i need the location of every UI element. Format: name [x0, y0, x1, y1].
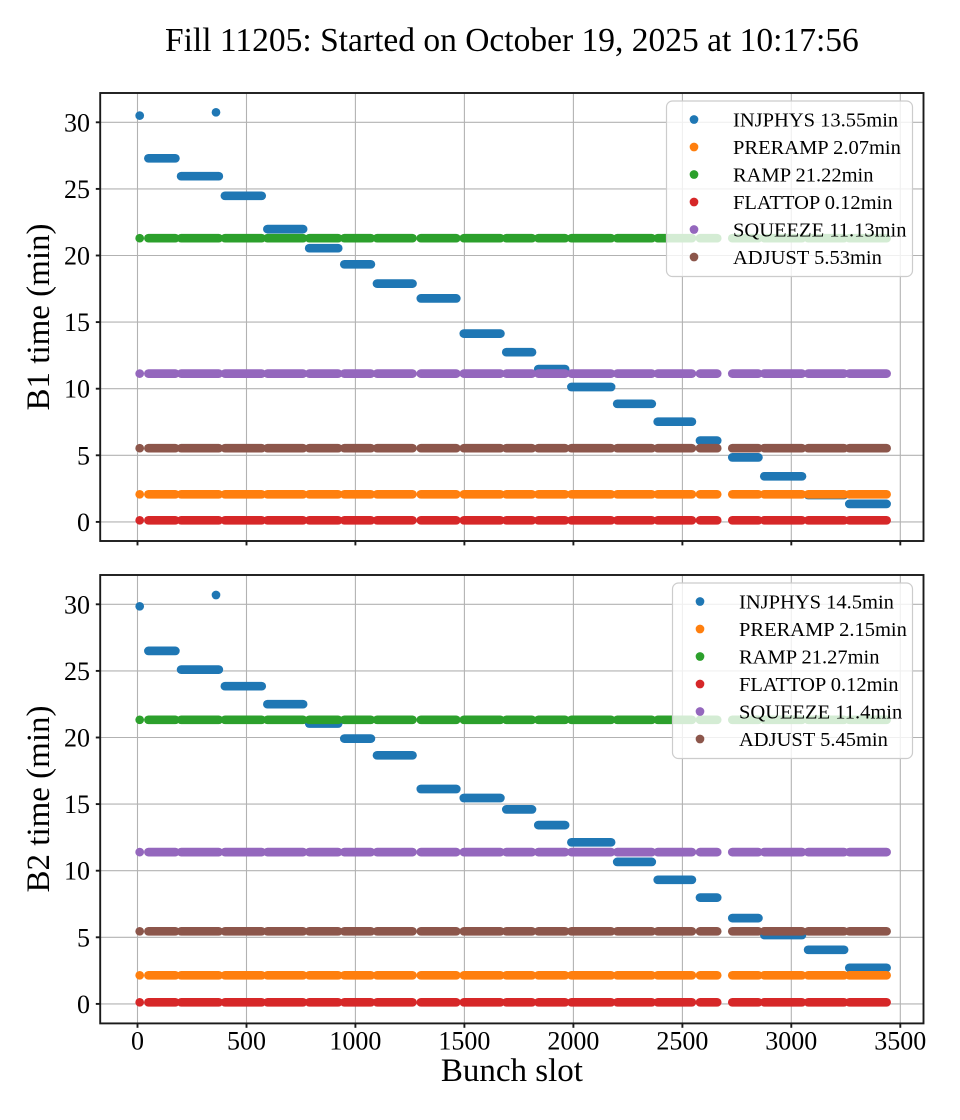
svg-text:25: 25 [64, 657, 90, 686]
svg-text:0: 0 [77, 990, 90, 1019]
svg-text:2500: 2500 [656, 1027, 708, 1056]
svg-text:2000: 2000 [547, 1027, 599, 1056]
svg-text:25: 25 [64, 175, 90, 204]
svg-text:ADJUST 5.53min: ADJUST 5.53min [733, 247, 882, 269]
svg-text:SQUEEZE 11.4min: SQUEEZE 11.4min [739, 702, 902, 724]
svg-text:10: 10 [64, 857, 90, 886]
svg-text:1000: 1000 [329, 1027, 381, 1056]
svg-text:B1 time (min): B1 time (min) [21, 224, 57, 411]
svg-text:FLATTOP 0.12min: FLATTOP 0.12min [733, 192, 892, 214]
svg-text:Fill 11205: Started on October: Fill 11205: Started on October 19, 2025 … [165, 22, 859, 59]
svg-text:1500: 1500 [438, 1027, 490, 1056]
svg-text:500: 500 [227, 1027, 266, 1056]
svg-text:RAMP 21.22min: RAMP 21.22min [733, 165, 874, 187]
svg-text:0: 0 [131, 1027, 144, 1056]
svg-text:20: 20 [64, 242, 90, 271]
svg-text:3500: 3500 [874, 1027, 926, 1056]
svg-text:5: 5 [77, 923, 90, 952]
svg-text:3000: 3000 [765, 1027, 817, 1056]
svg-text:SQUEEZE 11.13min: SQUEEZE 11.13min [733, 220, 906, 242]
svg-text:Bunch slot: Bunch slot [441, 1053, 583, 1089]
svg-text:30: 30 [64, 590, 90, 619]
svg-text:B2 time (min): B2 time (min) [21, 706, 57, 893]
svg-text:30: 30 [64, 108, 90, 137]
svg-text:PRERAMP 2.07min: PRERAMP 2.07min [733, 137, 901, 159]
svg-text:ADJUST 5.45min: ADJUST 5.45min [739, 729, 888, 751]
svg-text:20: 20 [64, 724, 90, 753]
svg-text:FLATTOP 0.12min: FLATTOP 0.12min [739, 674, 898, 696]
svg-text:0: 0 [77, 508, 90, 537]
svg-text:RAMP 21.27min: RAMP 21.27min [739, 647, 880, 669]
svg-text:15: 15 [64, 308, 90, 337]
svg-text:15: 15 [64, 790, 90, 819]
svg-text:INJPHYS 14.5min: INJPHYS 14.5min [739, 592, 894, 614]
svg-text:5: 5 [77, 441, 90, 470]
svg-text:INJPHYS 13.55min: INJPHYS 13.55min [733, 110, 898, 132]
svg-text:10: 10 [64, 375, 90, 404]
svg-text:PRERAMP 2.15min: PRERAMP 2.15min [739, 619, 907, 641]
